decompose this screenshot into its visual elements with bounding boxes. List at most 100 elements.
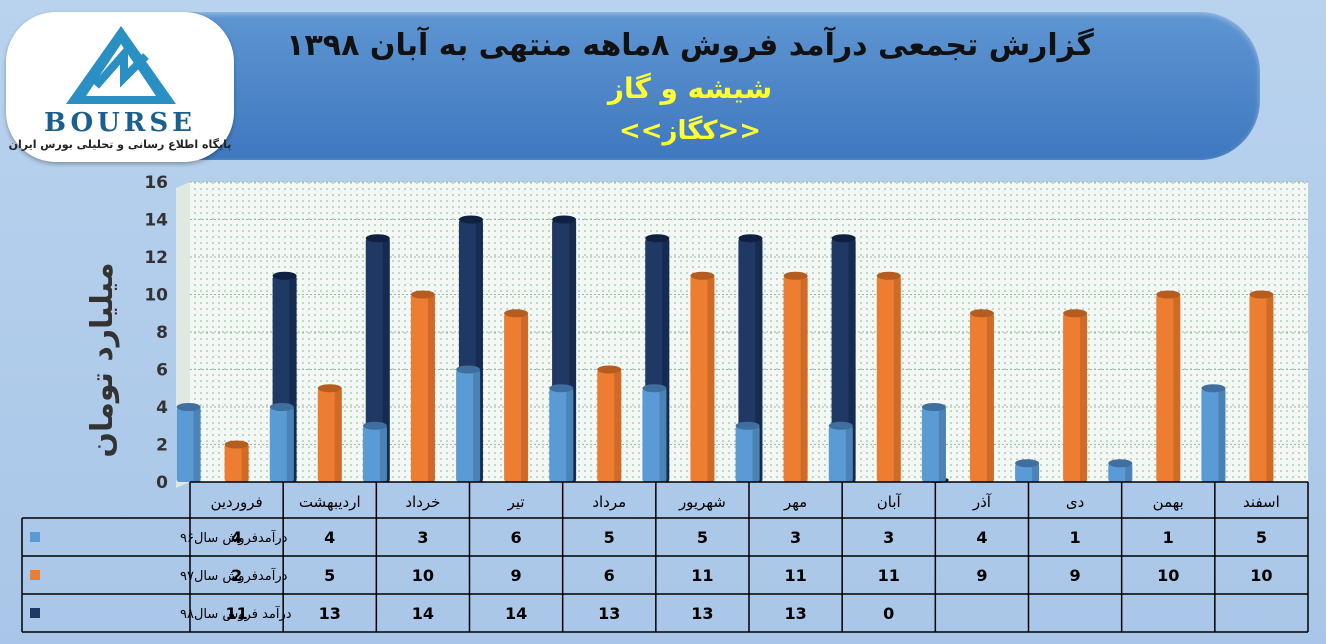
bar-cap-2-1 xyxy=(365,234,390,243)
bar-shade-2-4 xyxy=(662,238,670,482)
bar-cap-0-7 xyxy=(828,421,853,430)
data-label-0-7: 3 xyxy=(883,528,894,547)
bar-shade-0-4 xyxy=(566,388,574,482)
bar-cap-0-6 xyxy=(735,421,760,430)
x-tick-label: آبان xyxy=(877,493,902,511)
bar-shade-0-0 xyxy=(193,407,201,482)
legend-label-2: درآمد فروش سال۹۸ xyxy=(180,605,292,622)
bar-shade-1-3 xyxy=(521,313,529,482)
bar-shade-1-9 xyxy=(1080,313,1088,482)
bar-shade-2-2 xyxy=(475,219,483,482)
bar-cap-2-5 xyxy=(738,234,763,243)
bar-shade-2-1 xyxy=(382,238,390,482)
data-label-0-11: 5 xyxy=(1256,528,1267,547)
bar-shade-1-0 xyxy=(241,444,249,482)
bar-shade-1-1 xyxy=(334,388,342,482)
logo-wordmark: BOURSE xyxy=(44,108,196,138)
bar-cap-1-5 xyxy=(690,271,715,280)
bar-cap-1-1 xyxy=(317,384,342,393)
bar-cap-0-9 xyxy=(1015,459,1040,468)
ticker-symbol: <<کگاز>> xyxy=(618,116,762,146)
bar-shade-0-1 xyxy=(286,407,294,482)
data-label-1-9: 9 xyxy=(1070,566,1081,585)
bar-shade-1-2 xyxy=(427,294,435,482)
y-tick-label: 6 xyxy=(156,361,168,381)
bar-cap-0-10 xyxy=(1108,459,1133,468)
y-axis-title: میلیارد تومان xyxy=(85,262,120,457)
data-label-1-11: 10 xyxy=(1250,566,1272,585)
legend-key-0 xyxy=(30,532,40,542)
bar-cap-1-7 xyxy=(876,271,901,280)
x-tick-label: خرداد xyxy=(405,493,440,511)
bar-shade-0-6 xyxy=(752,425,760,482)
bar-cap-1-0 xyxy=(224,440,249,449)
data-label-2-0: 11 xyxy=(225,604,247,623)
legend-label-0: درآمدفروش سال۹۶ xyxy=(180,529,288,546)
data-label-0-3: 6 xyxy=(511,528,522,547)
data-label-0-8: 4 xyxy=(976,528,987,547)
bar-cap-0-2 xyxy=(362,421,387,430)
bar-shade-1-8 xyxy=(986,313,994,482)
x-tick-label: شهریور xyxy=(678,493,726,511)
bar-cap-0-0 xyxy=(176,403,201,411)
bar-shade-2-5 xyxy=(755,238,763,482)
bar-cap-1-11 xyxy=(1249,290,1274,299)
bar-cap-1-9 xyxy=(1063,309,1088,318)
bar-cap-2-3 xyxy=(552,215,577,224)
y-tick-label: 14 xyxy=(144,211,168,231)
bar-cap-1-8 xyxy=(969,309,994,318)
legend-label-1: درآمدفروش سال۹۷ xyxy=(180,567,288,584)
x-tick-label: اردیبهشت xyxy=(299,493,361,511)
bar-shade-1-5 xyxy=(707,275,715,482)
data-label-0-6: 3 xyxy=(790,528,801,547)
bar-cap-2-6 xyxy=(831,234,856,243)
data-label-2-7: 0 xyxy=(883,604,894,623)
data-label-1-7: 11 xyxy=(878,566,900,585)
data-label-0-0: 4 xyxy=(231,528,242,547)
data-label-1-3: 9 xyxy=(511,566,522,585)
data-label-1-0: 2 xyxy=(231,566,242,585)
bar-shade-2-3 xyxy=(569,219,577,482)
y-tick-label: 8 xyxy=(156,323,168,343)
bar-shade-1-4 xyxy=(614,369,622,482)
data-label-2-4: 13 xyxy=(598,604,620,623)
bar-shade-0-5 xyxy=(659,388,667,482)
legend-key-2 xyxy=(30,608,40,618)
chart-title: گزارش تجمعی درآمد فروش ۸ماهه منتهی به آب… xyxy=(286,28,1094,63)
bar-cap-0-8 xyxy=(921,403,946,411)
bar-shade-1-7 xyxy=(893,275,901,482)
x-tick-label: مهر xyxy=(783,493,807,511)
bar-cap-0-4 xyxy=(549,384,574,393)
bar-shade-0-10 xyxy=(1125,463,1133,482)
bar-cap-2-0 xyxy=(272,271,297,280)
bar-cap-0-5 xyxy=(642,384,667,393)
x-tick-label: مرداد xyxy=(592,493,626,511)
data-label-1-4: 6 xyxy=(604,566,615,585)
bar-shade-1-11 xyxy=(1266,294,1274,482)
bar-shade-2-6 xyxy=(848,238,856,482)
bar-cap-0-3 xyxy=(456,365,481,374)
data-label-2-5: 13 xyxy=(691,604,713,623)
data-label-0-1: 4 xyxy=(324,528,335,547)
x-tick-label: دی xyxy=(1066,493,1084,511)
y-tick-label: 10 xyxy=(144,286,168,306)
data-label-1-5: 11 xyxy=(691,566,713,585)
y-tick-label: 4 xyxy=(156,398,168,418)
data-label-0-10: 1 xyxy=(1163,528,1174,547)
data-label-0-2: 3 xyxy=(417,528,428,547)
bar-shade-0-7 xyxy=(845,425,853,482)
data-label-2-3: 14 xyxy=(505,604,527,623)
x-tick-label: اسفند xyxy=(1243,493,1280,511)
bar-cap-1-10 xyxy=(1156,290,1181,299)
data-label-1-6: 11 xyxy=(784,566,806,585)
data-label-2-6: 13 xyxy=(784,604,806,623)
bar-shade-0-2 xyxy=(379,425,387,482)
data-label-0-4: 5 xyxy=(604,528,615,547)
bar-shade-2-0 xyxy=(289,275,297,482)
company-name: شیشه و گاز xyxy=(607,72,773,105)
x-tick-label: آذر xyxy=(972,493,992,511)
bourse-logo-icon xyxy=(66,26,176,104)
bar-cap-0-1 xyxy=(269,403,294,411)
